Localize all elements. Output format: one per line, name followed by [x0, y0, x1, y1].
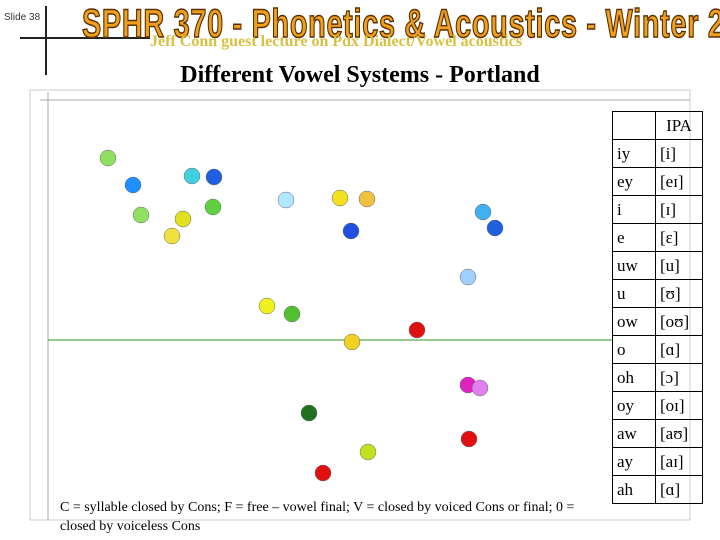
slide-title: Different Vowel Systems - Portland — [180, 62, 540, 88]
ipa-symbol: [ɪ] — [655, 195, 703, 224]
lecture-subtitle: Jeff Conn guest lecture on Pdx Dialect/V… — [150, 33, 522, 50]
table-row: oh [ɔ] — [612, 363, 703, 392]
table-row: iy [i] — [612, 139, 703, 168]
table-row: aw [aʊ] — [612, 419, 703, 448]
vowel-code: i — [612, 195, 656, 224]
ipa-symbol: [ɑ] — [655, 335, 703, 364]
vowel-code: oh — [612, 363, 656, 392]
course-title: SPHR 370 - Phonetics & Acoustics - Winte… — [81, 1, 720, 47]
vowel-code: ey — [612, 167, 656, 196]
vowel-code: e — [612, 223, 656, 252]
vowel-code: ow — [612, 307, 656, 336]
table-row: uw [u] — [612, 251, 703, 280]
ipa-symbol: [oɪ] — [655, 391, 703, 420]
vowel-code: u — [612, 279, 656, 308]
table-row: u [ʊ] — [612, 279, 703, 308]
vowel-code: aw — [612, 419, 656, 448]
ipa-table: IPA iy [i] ey [eɪ] i [ɪ] e [ɛ] uw [u] u [ʊ] ow [oʊ] o[… — [612, 111, 703, 504]
table-row: o [ɑ] — [612, 335, 703, 364]
table-header: IPA — [655, 111, 703, 140]
vowel-code: iy — [612, 139, 656, 168]
table-row: ow [oʊ] — [612, 307, 703, 336]
vowel-code: oy — [612, 391, 656, 420]
ipa-symbol: [ɛ] — [655, 223, 703, 252]
table-row: ey [eɪ] — [612, 167, 703, 196]
ipa-symbol: [aʊ] — [655, 419, 703, 448]
table-row: oy [oɪ] — [612, 391, 703, 420]
empty-cell — [612, 111, 656, 140]
table-header-row: IPA — [612, 111, 703, 140]
table-row: i [ɪ] — [612, 195, 703, 224]
ipa-symbol: [oʊ] — [655, 307, 703, 336]
caption: C = syllable closed by Cons; F = free – … — [60, 500, 575, 534]
vowel-code: o — [612, 335, 656, 364]
vowel-dots — [99, 149, 504, 482]
vowel-code: ay — [612, 447, 656, 476]
ipa-symbol: [u] — [655, 251, 703, 280]
table-row: e [ɛ] — [612, 223, 703, 252]
table-row: ah [ɑ] — [612, 475, 703, 504]
table-row: ay [aɪ] — [612, 447, 703, 476]
ipa-symbol: [aɪ] — [655, 447, 703, 476]
vowel-code: ah — [612, 475, 656, 504]
ipa-symbol: [ɑ] — [655, 475, 703, 504]
ipa-symbol: [eɪ] — [655, 167, 703, 196]
ipa-symbol: [ʊ] — [655, 279, 703, 308]
vowel-code: uw — [612, 251, 656, 280]
slide-label: Slide 38 — [4, 12, 41, 23]
ipa-symbol: [ɔ] — [655, 363, 703, 392]
ipa-symbol: [i] — [655, 139, 703, 168]
